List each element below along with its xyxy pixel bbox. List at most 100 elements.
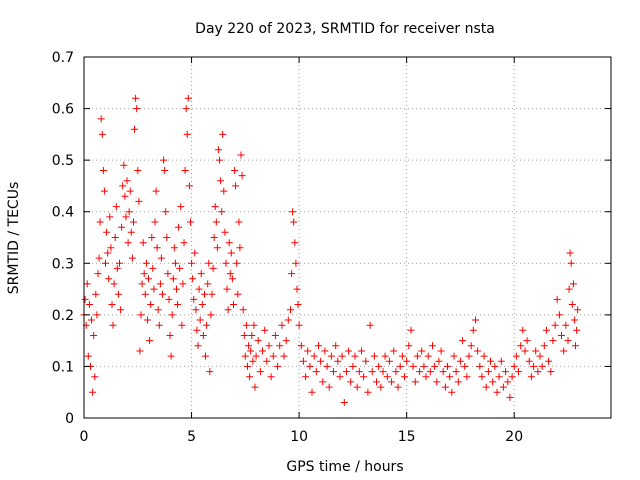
data-point xyxy=(169,275,177,283)
data-point xyxy=(536,352,544,360)
data-point xyxy=(280,352,288,360)
data-point xyxy=(521,347,529,355)
data-point xyxy=(340,399,348,406)
data-point xyxy=(159,290,166,298)
data-point xyxy=(226,270,234,278)
data-point xyxy=(433,378,441,386)
data-point xyxy=(110,280,118,288)
data-point xyxy=(103,228,111,236)
data-point xyxy=(249,357,257,365)
data-point xyxy=(422,373,430,381)
data-point xyxy=(435,357,443,365)
data-point xyxy=(409,362,417,370)
data-point xyxy=(212,218,220,226)
data-point xyxy=(476,362,484,370)
data-point xyxy=(302,373,310,381)
data-point xyxy=(288,270,296,278)
data-point xyxy=(450,352,458,360)
data-point xyxy=(321,347,329,355)
data-point xyxy=(228,275,236,283)
data-point xyxy=(190,295,198,303)
data-point xyxy=(151,218,159,226)
data-point xyxy=(191,249,199,257)
data-point xyxy=(480,352,488,360)
data-point xyxy=(91,373,99,381)
data-point xyxy=(540,342,548,350)
data-point xyxy=(113,264,121,272)
data-point xyxy=(234,290,242,298)
data-point xyxy=(345,347,353,355)
data-point xyxy=(452,368,460,376)
data-point xyxy=(299,357,307,365)
grid xyxy=(84,57,611,418)
data-point xyxy=(267,373,275,381)
data-point xyxy=(166,332,174,339)
data-point xyxy=(373,378,380,386)
data-point xyxy=(392,368,400,376)
data-point xyxy=(297,342,305,350)
x-axis-label: GPS time / hours xyxy=(286,459,403,475)
data-point xyxy=(123,177,131,185)
data-point xyxy=(292,259,300,267)
data-point xyxy=(134,167,142,174)
data-point xyxy=(558,332,565,339)
data-point xyxy=(235,218,243,226)
data-point xyxy=(122,213,130,221)
data-point xyxy=(165,295,173,303)
data-point xyxy=(463,373,471,381)
data-point xyxy=(233,259,241,267)
data-point xyxy=(247,347,255,355)
data-point xyxy=(506,393,514,401)
data-point xyxy=(176,264,184,272)
data-point xyxy=(512,352,520,360)
data-point xyxy=(231,167,239,174)
data-point xyxy=(175,223,183,231)
data-point xyxy=(256,368,264,376)
data-point xyxy=(208,290,216,298)
data-point xyxy=(291,239,299,247)
data-point xyxy=(456,357,464,365)
data-point xyxy=(407,326,415,334)
data-point xyxy=(140,270,148,278)
data-point xyxy=(244,362,251,370)
data-point xyxy=(139,239,147,247)
data-point xyxy=(181,167,189,174)
data-point xyxy=(138,280,146,288)
data-point xyxy=(167,352,175,360)
y-tick-label: 0.6 xyxy=(52,102,74,118)
data-point xyxy=(111,234,119,241)
data-point xyxy=(325,383,333,391)
data-point xyxy=(568,301,576,308)
data-point xyxy=(474,347,482,355)
data-point xyxy=(472,316,479,324)
data-point xyxy=(90,332,98,339)
data-point xyxy=(396,362,404,370)
data-point xyxy=(499,383,507,391)
data-point xyxy=(107,244,115,252)
data-point xyxy=(330,368,337,376)
data-point xyxy=(315,342,322,350)
data-point xyxy=(370,352,378,360)
data-point xyxy=(385,357,393,365)
data-point xyxy=(124,239,132,247)
data-point xyxy=(394,383,402,391)
data-point xyxy=(196,316,204,324)
data-point xyxy=(574,306,582,314)
data-point xyxy=(276,342,284,350)
y-tick-label: 0.5 xyxy=(52,153,74,169)
data-point xyxy=(187,218,194,226)
data-point xyxy=(242,321,250,329)
data-point xyxy=(152,187,160,195)
data-point xyxy=(126,187,134,195)
data-point xyxy=(282,337,290,345)
y-tick-label: 0.4 xyxy=(52,205,74,221)
data-point xyxy=(467,342,475,350)
data-point xyxy=(294,301,302,308)
data-point xyxy=(405,342,413,350)
data-point xyxy=(227,249,235,257)
data-point xyxy=(444,362,451,370)
data-point xyxy=(163,234,171,241)
data-point xyxy=(225,239,233,247)
data-point xyxy=(416,368,424,376)
data-point xyxy=(362,357,370,365)
